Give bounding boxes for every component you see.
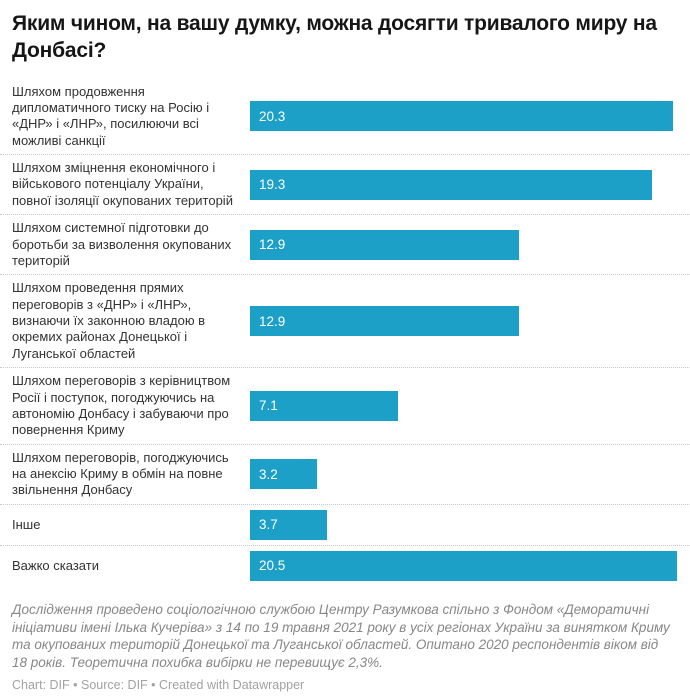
bar-value-label: 12.9: [259, 313, 286, 329]
bar-value-label: 20.5: [259, 558, 286, 574]
chart-row: Шляхом зміцнення економічного і військов…: [0, 155, 690, 216]
bar: 12.9: [250, 229, 519, 260]
bar-area: 12.9: [250, 229, 690, 260]
bar: 20.5: [250, 550, 678, 581]
bar-area: 7.1: [250, 390, 690, 421]
bar-value-label: 3.7: [259, 517, 278, 533]
chart-row: Інше 3.7: [0, 505, 690, 546]
category-label: Шляхом переговорів з керівництвом Росії …: [12, 373, 231, 438]
bar-value-label: 7.1: [259, 398, 278, 414]
bar-area: 3.2: [250, 459, 690, 490]
bar: 20.3: [250, 101, 674, 132]
bar-value-label: 12.9: [259, 237, 286, 253]
chart-row: Шляхом переговорів, погоджуючись на анек…: [0, 445, 690, 505]
bar: 19.3: [250, 169, 653, 200]
bar-chart: Шляхом продовження дипломатичного тиску …: [0, 79, 690, 586]
attribution-chart-prefix: Chart:: [12, 678, 50, 693]
category-label: Шляхом продовження дипломатичного тиску …: [12, 83, 210, 148]
chart-title: Яким чином, на вашу думку, можна досягти…: [12, 12, 657, 63]
bar-value-label: 19.3: [259, 177, 286, 193]
bar-value-label: 20.3: [259, 108, 286, 124]
category-label: Шляхом системної підготовки до боротьби …: [12, 220, 232, 268]
chart-row: Шляхом проведення прямих переговорів з «…: [0, 275, 690, 369]
attribution-separator: •: [69, 678, 81, 693]
bar-area: 19.3: [250, 169, 690, 200]
chart-row: Важко сказати 20.5: [0, 546, 690, 586]
bar-area: 20.5: [250, 550, 690, 581]
attribution: Chart: DIF • Source: DIF • Created with …: [12, 678, 676, 692]
category-label: Інше: [12, 516, 41, 532]
bar-area: 20.3: [250, 101, 690, 132]
attribution-chart-source-link[interactable]: DIF: [49, 678, 70, 693]
chart-row: Шляхом продовження дипломатичного тиску …: [0, 79, 690, 156]
category-label: Шляхом зміцнення економічного і військов…: [12, 160, 233, 208]
bar-value-label: 3.2: [259, 466, 278, 482]
attribution-datawrapper-link[interactable]: Created with Datawrapper: [159, 678, 305, 693]
attribution-source-link[interactable]: DIF: [127, 678, 148, 693]
category-label: Шляхом проведення прямих переговорів з «…: [12, 280, 206, 361]
attribution-separator: •: [147, 678, 160, 693]
bar: 3.7: [250, 509, 328, 540]
bar: 12.9: [250, 306, 519, 337]
methodology-note: Дослідження проведено соціологічною служ…: [12, 601, 670, 671]
attribution-source-prefix: Source:: [80, 678, 128, 693]
bar: 3.2: [250, 459, 317, 490]
bar: 7.1: [250, 390, 399, 421]
chart-row: Шляхом переговорів з керівництвом Росії …: [0, 368, 690, 445]
category-label: Шляхом переговорів, погоджуючись на анек…: [12, 449, 229, 498]
bar-area: 12.9: [250, 306, 690, 337]
chart-row: Шляхом системної підготовки до боротьби …: [0, 215, 690, 276]
category-label: Важко сказати: [12, 557, 99, 573]
bar-area: 3.7: [250, 509, 690, 540]
